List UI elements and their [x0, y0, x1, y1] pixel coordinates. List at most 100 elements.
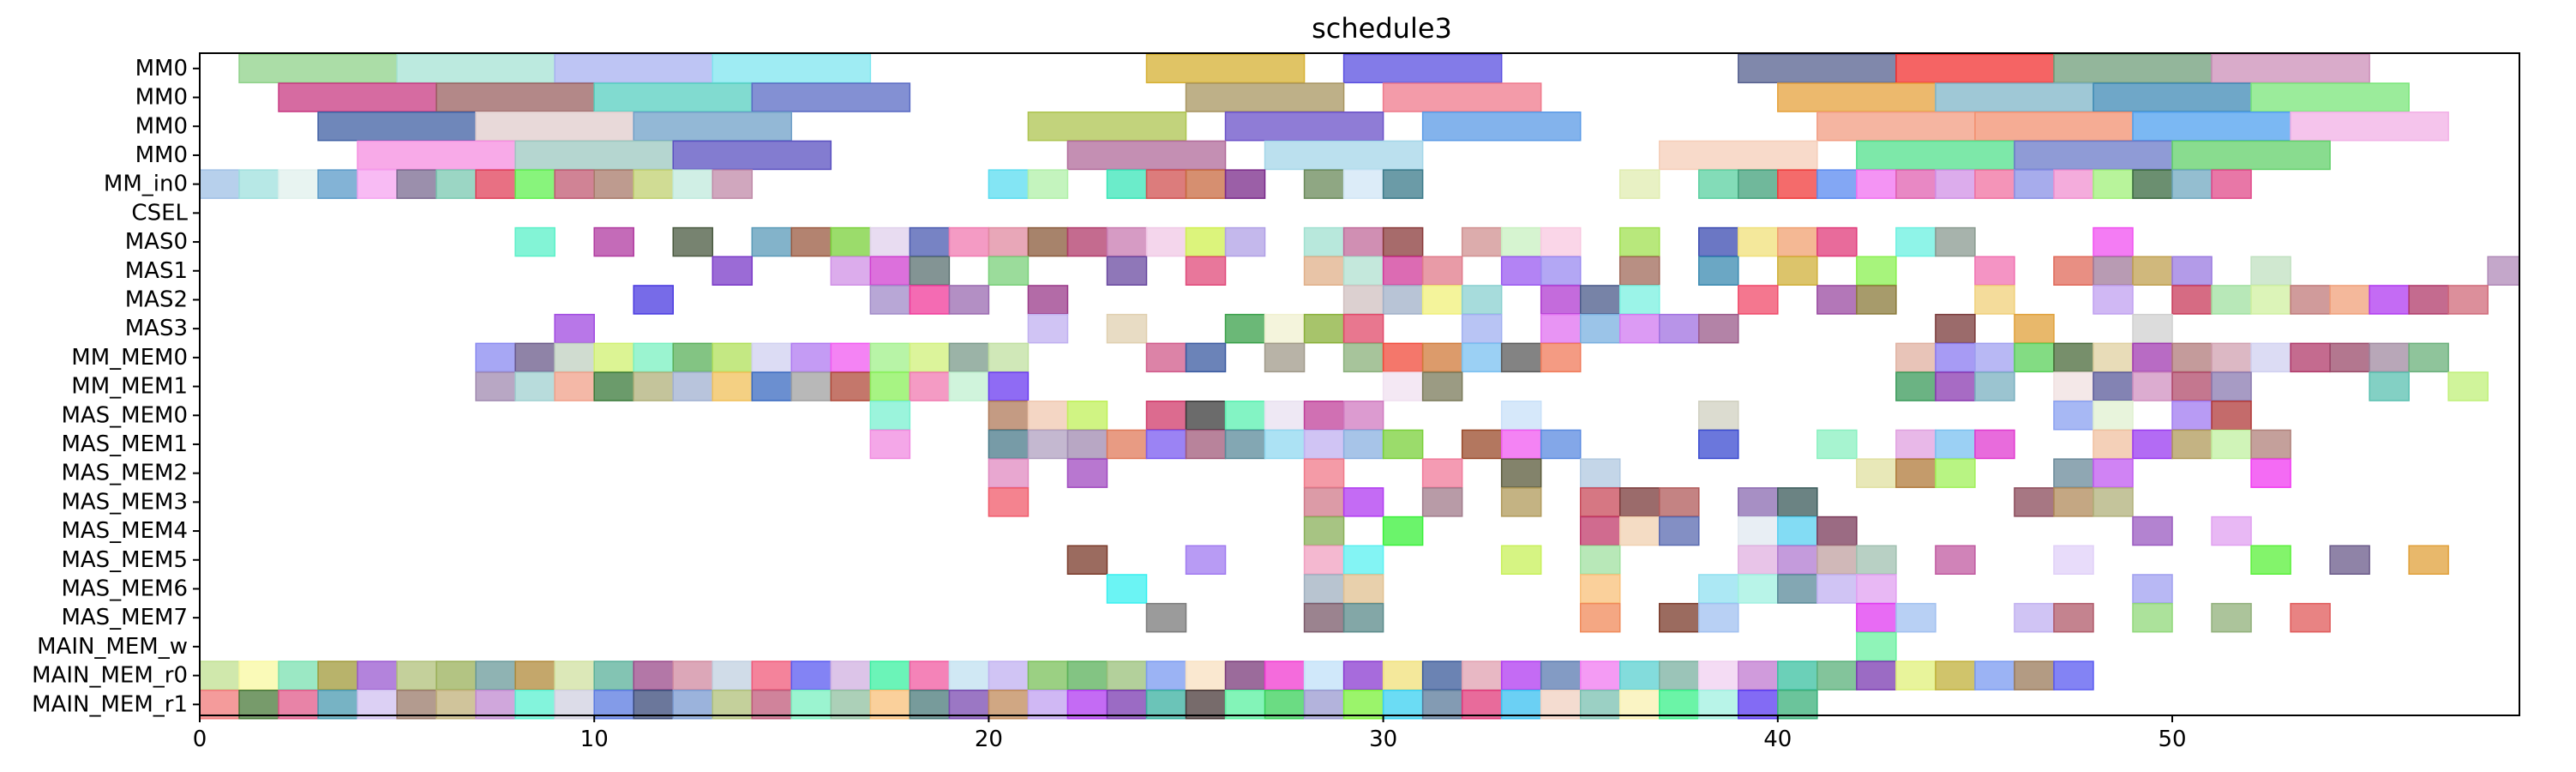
- task-bar: [712, 371, 754, 401]
- task-bar: [1382, 342, 1424, 373]
- task-bar: [1106, 169, 1148, 199]
- task-bar: [1145, 429, 1187, 460]
- task-bar: [1935, 226, 1976, 257]
- task-bar: [830, 690, 872, 720]
- task-bar: [2053, 660, 2094, 691]
- task-bar: [869, 256, 911, 286]
- task-bar: [2290, 602, 2331, 633]
- task-bar: [751, 690, 793, 720]
- task-bar: [909, 226, 951, 257]
- task-bar: [712, 53, 872, 84]
- task-bar: [1618, 169, 1660, 199]
- task-bar: [1342, 690, 1384, 720]
- task-bar: [396, 53, 555, 84]
- task-bar: [1618, 285, 1660, 315]
- task-bar: [238, 690, 279, 720]
- task-bar: [1106, 660, 1148, 691]
- task-bar: [1303, 487, 1345, 517]
- task-bar: [1342, 53, 1503, 84]
- task-bar: [1342, 401, 1384, 431]
- task-bar: [1698, 226, 1739, 257]
- task-bar: [1579, 487, 1621, 517]
- task-bar: [1461, 226, 1503, 257]
- task-bar: [1698, 401, 1739, 431]
- task-bar: [2014, 140, 2173, 171]
- task-bar: [1382, 82, 1542, 112]
- task-bar: [593, 690, 634, 720]
- task-bar: [1618, 516, 1660, 546]
- task-bar: [2369, 342, 2410, 373]
- task-bar: [1106, 574, 1148, 604]
- task-bar: [2408, 285, 2449, 315]
- x-tick-label: 30: [1369, 727, 1397, 752]
- task-bar: [593, 82, 754, 112]
- task-bar: [672, 690, 714, 720]
- task-bar: [1303, 516, 1345, 546]
- task-bar: [830, 660, 872, 691]
- task-bar: [1856, 545, 1897, 575]
- task-bar: [1618, 487, 1660, 517]
- y-tick-label: MAIN_MEM_r1: [32, 691, 188, 717]
- task-bar: [1659, 140, 1818, 171]
- y-tick-label: MAS_MEM3: [61, 489, 188, 515]
- task-bar: [909, 660, 951, 691]
- task-bar: [633, 660, 674, 691]
- task-bar: [475, 660, 516, 691]
- task-bar: [2053, 256, 2094, 286]
- task-bar: [1303, 226, 1345, 257]
- task-bar: [751, 342, 793, 373]
- task-bar: [2093, 401, 2134, 431]
- task-bar: [2053, 342, 2094, 373]
- task-bar: [1738, 226, 1779, 257]
- task-bar: [712, 169, 754, 199]
- task-bar: [1540, 342, 1582, 373]
- x-tick-label: 0: [193, 727, 207, 752]
- task-bar: [2132, 371, 2173, 401]
- task-bar: [988, 371, 1030, 401]
- task-bar: [633, 285, 674, 315]
- task-bar: [2211, 169, 2252, 199]
- y-tick-label: MM_MEM1: [71, 374, 188, 400]
- task-bar: [1382, 429, 1424, 460]
- task-bar: [475, 112, 634, 142]
- task-bar: [633, 112, 793, 142]
- task-bar: [2171, 256, 2213, 286]
- task-bar: [751, 226, 793, 257]
- task-bar: [1974, 429, 2015, 460]
- task-bar: [435, 82, 595, 112]
- task-bar: [1540, 429, 1582, 460]
- task-bar: [988, 256, 1030, 286]
- task-bar: [554, 690, 595, 720]
- task-bar: [1540, 285, 1582, 315]
- task-bar: [1856, 458, 1897, 488]
- task-bar: [1856, 256, 1897, 286]
- y-tick-label: MM0: [135, 113, 188, 139]
- y-tick-label: MAS_MEM7: [61, 605, 188, 630]
- task-bar: [1421, 690, 1463, 720]
- task-bar: [1027, 690, 1069, 720]
- task-bar: [1264, 401, 1306, 431]
- task-bar: [1106, 690, 1148, 720]
- task-bar: [830, 226, 872, 257]
- task-bar: [1145, 53, 1306, 84]
- task-bar: [1777, 516, 1818, 546]
- task-bar: [1224, 112, 1384, 142]
- task-bar: [790, 371, 832, 401]
- task-bar: [514, 660, 555, 691]
- task-bar: [1303, 169, 1345, 199]
- y-tick-label: MAS_MEM5: [61, 547, 188, 573]
- task-bar: [909, 285, 951, 315]
- task-bar: [1974, 256, 2015, 286]
- task-bar: [593, 660, 634, 691]
- task-bar: [1856, 574, 1897, 604]
- task-bar: [1145, 690, 1187, 720]
- task-bar: [1816, 545, 1858, 575]
- task-bar: [593, 371, 634, 401]
- y-tick-label: MAS_MEM4: [61, 518, 188, 544]
- task-bar: [1342, 487, 1384, 517]
- task-bar: [1579, 516, 1621, 546]
- y-tick-label: MAIN_MEM_r0: [32, 663, 188, 689]
- task-bar: [1421, 371, 1463, 401]
- task-bar: [1106, 313, 1148, 344]
